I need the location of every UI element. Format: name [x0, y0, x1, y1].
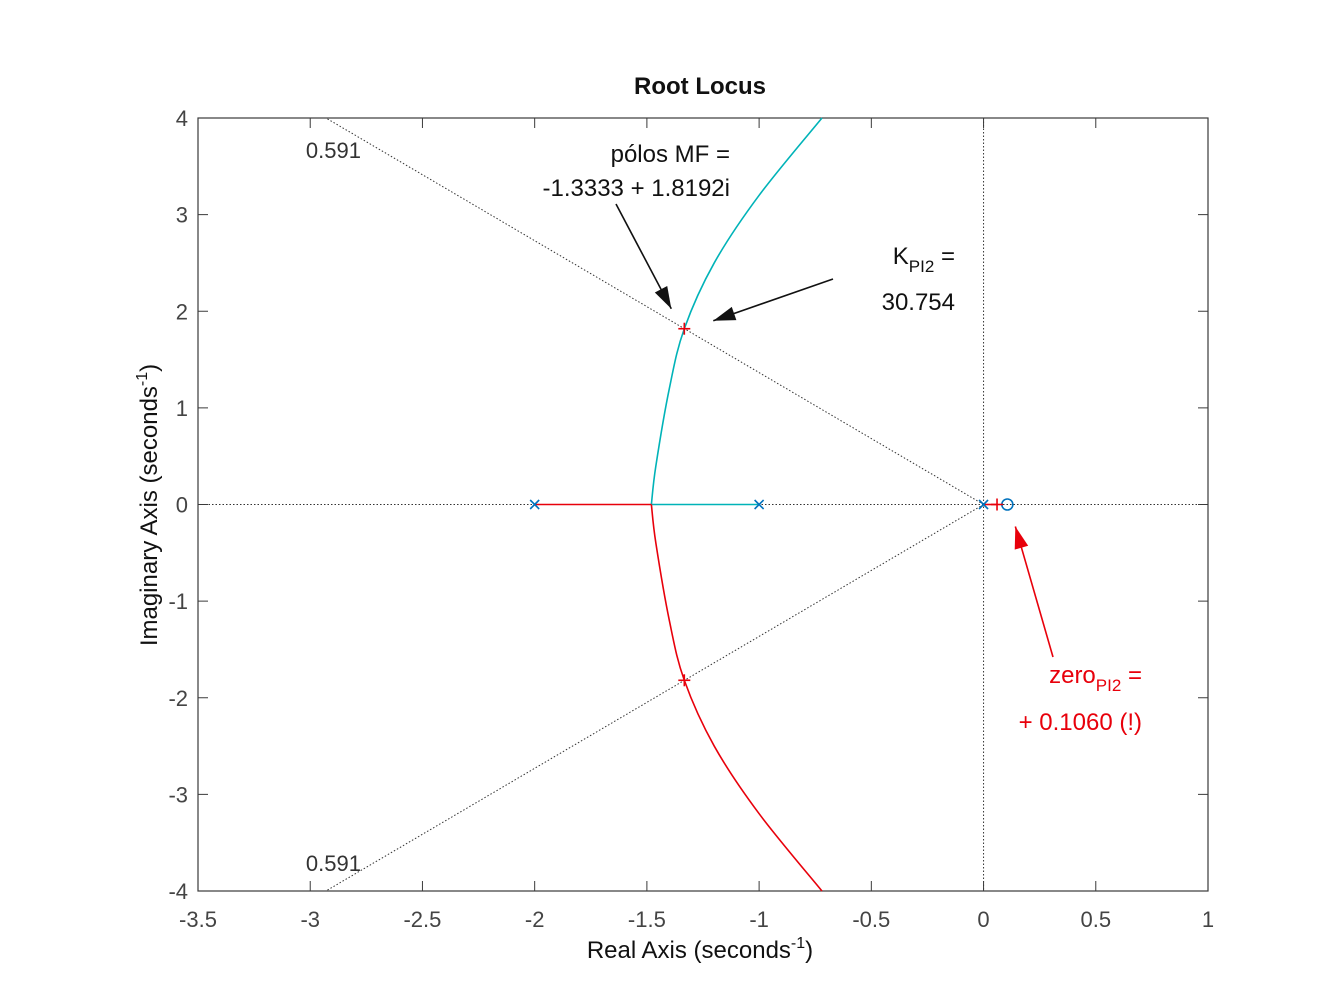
- x-tick-label: 1: [1202, 907, 1214, 932]
- x-axis-label: Real Axis (seconds-1): [587, 935, 813, 964]
- y-tick-label: 3: [176, 203, 188, 228]
- x-tick-label: -3: [300, 907, 320, 932]
- y-axis-label: Imaginary Axis (seconds-1): [134, 364, 163, 646]
- x-tick-label: -1.5: [628, 907, 666, 932]
- gain-arrow: [713, 278, 834, 322]
- poles-annotation-line1: pólos MF =: [611, 141, 730, 168]
- damping-line: [325, 504, 984, 892]
- closed-loop-pole-marker: [678, 322, 691, 335]
- y-tick-label: -4: [168, 879, 188, 904]
- y-tick-label: -3: [168, 782, 188, 807]
- open-loop-pole-marker: [529, 499, 540, 510]
- y-tick-label: 0: [176, 493, 188, 518]
- x-tick-label: -2.5: [403, 907, 441, 932]
- gain-annotation-line1: KPI2 =: [893, 243, 955, 276]
- x-tick-label: -1: [749, 907, 769, 932]
- closed-loop-pole-marker: [991, 498, 1004, 511]
- x-tick-label: 0.5: [1080, 907, 1111, 932]
- damping-line: [325, 117, 984, 505]
- poles-annotation-line2: -1.3333 + 1.8192i: [543, 175, 731, 202]
- damping-label: 0.591: [306, 851, 361, 876]
- gain-annotation-line2: 30.754: [882, 289, 955, 316]
- zero-arrow: [1014, 526, 1054, 658]
- x-tick-label: 0: [977, 907, 989, 932]
- closed-loop-pole-marker: [678, 674, 691, 687]
- open-loop-pole-marker: [978, 499, 989, 510]
- damping-label: 0.591: [306, 138, 361, 163]
- y-tick-label: 1: [176, 396, 188, 421]
- x-tick-label: -2: [525, 907, 545, 932]
- x-tick-label: -0.5: [852, 907, 890, 932]
- chart-title: Root Locus: [634, 73, 766, 100]
- zero-annotation-line1: zeroPI2 =: [1049, 662, 1142, 695]
- x-tick-label: -3.5: [179, 907, 217, 932]
- y-tick-label: 4: [176, 106, 188, 131]
- y-tick-label: 2: [176, 299, 188, 324]
- locus-branch-cyan: [650, 117, 823, 505]
- y-tick-label: -2: [168, 686, 188, 711]
- zero-annotation-line2: + 0.1060 (!): [1019, 709, 1142, 736]
- poles-arrow: [615, 203, 673, 310]
- locus-branch-red: [650, 504, 823, 892]
- open-loop-pole-marker: [754, 499, 765, 510]
- y-tick-label: -1: [168, 589, 188, 614]
